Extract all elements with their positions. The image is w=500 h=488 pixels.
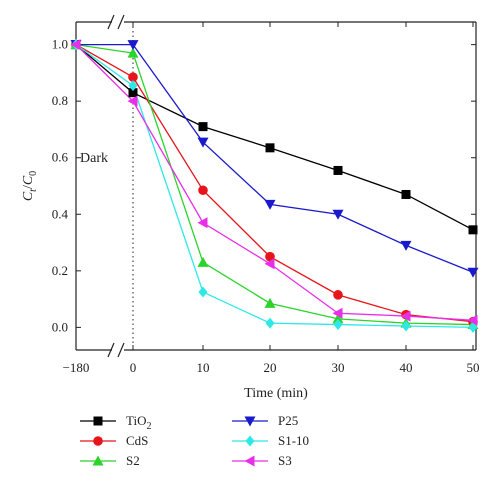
y-tick-label: 0.8	[52, 93, 68, 108]
data-point	[197, 217, 208, 229]
legend-label: S1-10	[278, 433, 309, 448]
x-tick-label: 40	[400, 360, 413, 375]
x-tick-label: −180	[63, 360, 90, 375]
y-axis-title: Ct/C0	[21, 171, 39, 201]
axis-break-mark	[117, 342, 125, 358]
data-point	[127, 95, 138, 107]
legend-marker	[93, 416, 103, 426]
data-point	[468, 321, 478, 333]
data-point	[70, 39, 81, 51]
data-point	[127, 47, 139, 58]
data-point	[265, 317, 275, 329]
data-point	[264, 199, 276, 210]
data-point	[332, 307, 343, 319]
axis-break-mark	[107, 342, 115, 358]
axis-break-mark	[117, 14, 125, 30]
data-point	[401, 320, 411, 332]
data-point	[127, 40, 139, 51]
x-axis-title: Time (min)	[244, 386, 308, 401]
x-tick-label: 50	[467, 360, 480, 375]
y-tick-label: 1.0	[52, 37, 68, 52]
legend-marker	[244, 416, 256, 427]
y-tick-label: 0.6	[52, 150, 69, 165]
data-point	[128, 88, 138, 98]
y-tick-label: 0.2	[52, 263, 68, 278]
data-point	[332, 209, 344, 220]
x-tick-label: 20	[264, 360, 277, 375]
x-tick-label: 10	[197, 360, 210, 375]
legend-marker	[92, 455, 104, 466]
axes-group	[75, 14, 477, 358]
data-point	[333, 290, 343, 300]
legend-marker	[93, 436, 103, 446]
y-tick-label: 0.0	[52, 319, 68, 334]
data-point	[128, 80, 138, 92]
data-point	[197, 137, 209, 148]
data-point	[400, 240, 412, 251]
x-tick-label: 30	[332, 360, 345, 375]
dark-annotation: Dark	[80, 151, 108, 166]
axis-break-mark	[107, 14, 115, 30]
data-point	[400, 310, 411, 322]
legend-marker	[244, 455, 255, 467]
data-point	[264, 297, 276, 308]
legend-label: TiO2	[126, 413, 151, 432]
legend-marker	[245, 435, 255, 447]
data-point	[265, 251, 275, 262]
data-point	[128, 72, 138, 82]
data-point	[197, 256, 209, 267]
data-point	[264, 258, 275, 270]
data-point	[198, 185, 208, 196]
labels-group: 0.0 0.2 0.4 0.6 0.8 1.0 −180 0 10 20 30 40 50 Time (m…	[21, 37, 480, 401]
data-point	[333, 319, 343, 331]
data-point	[467, 267, 479, 278]
legend-label: P25	[278, 413, 298, 428]
data-point	[468, 225, 478, 235]
y-tick-label: 0.4	[52, 206, 69, 221]
data-point	[265, 143, 275, 153]
data-point	[467, 314, 478, 326]
series-line	[75, 44, 474, 231]
data-point	[401, 189, 411, 199]
legend-label: S3	[278, 453, 292, 468]
data-point	[332, 313, 344, 324]
data-point	[198, 286, 208, 298]
markers-group	[70, 39, 479, 333]
data-point	[333, 165, 343, 175]
legend-label: S2	[126, 453, 140, 468]
x-tick-label: 0	[130, 360, 137, 375]
legend-label: CdS	[126, 433, 148, 448]
data-point	[198, 122, 208, 132]
